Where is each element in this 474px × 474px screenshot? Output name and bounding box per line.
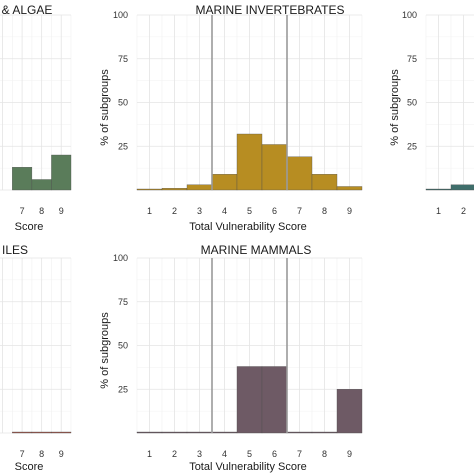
x-tick-label: 7 (20, 206, 25, 216)
x-tick-label: 9 (59, 449, 64, 459)
y-tick-label: 75 (118, 54, 128, 64)
bar (186, 184, 213, 191)
y-tick-label: 25 (118, 141, 128, 151)
y-tick-label: 50 (407, 98, 417, 108)
x-tick-label: 4 (222, 206, 227, 216)
x-tick-label: 5 (247, 449, 252, 459)
bar (450, 184, 474, 191)
bar (261, 366, 288, 434)
x-tick-label: 4 (222, 449, 227, 459)
bar (336, 389, 363, 434)
bar (286, 156, 313, 191)
bar (311, 174, 338, 191)
bar (31, 179, 52, 191)
panel-title: ILES (2, 243, 28, 257)
panel-title: MARINE MAMMALS (201, 243, 312, 257)
bar (186, 431, 213, 434)
x-axis-title: Score (15, 221, 44, 233)
bar (12, 167, 33, 191)
y-tick-label: 100 (113, 10, 128, 20)
bar (51, 431, 72, 434)
x-tick-label: 8 (322, 206, 327, 216)
x-axis-title: Total Vulnerability Score (189, 221, 307, 233)
y-axis-title: % of subgroups (389, 69, 401, 146)
x-tick-label: 3 (197, 449, 202, 459)
panel-3: 25 50 75 100 1 2 % of subgroups (389, 10, 474, 216)
panel-title: MARINE INVERTEBRATES (196, 3, 345, 17)
x-tick-label: 7 (20, 449, 25, 459)
x-tick-label: 2 (172, 206, 177, 216)
x-tick-label: 3 (197, 206, 202, 216)
panel-title: & ALGAE (2, 3, 53, 17)
bar (161, 188, 188, 191)
x-tick-label: 2 (172, 449, 177, 459)
x-tick-label: 1 (147, 206, 152, 216)
x-tick-label: 6 (272, 206, 277, 216)
bar (286, 431, 313, 434)
bar (12, 431, 33, 434)
x-tick-label: 8 (39, 449, 44, 459)
x-tick-label: 7 (297, 449, 302, 459)
x-tick-label: 9 (347, 449, 352, 459)
x-tick-label: 2 (461, 206, 466, 216)
x-tick-label: 1 (436, 206, 441, 216)
panel-2: 25 50 75 100 1 2 3 4 5 6 7 8 9 MARINE INVERTEBRATES To… (99, 3, 363, 233)
y-tick-label: 100 (113, 253, 128, 263)
bar (261, 144, 288, 191)
bar (236, 366, 263, 434)
x-axis-title: Total Vulnerability Score (189, 461, 307, 473)
bar (211, 174, 238, 191)
y-tick-label: 25 (118, 384, 128, 394)
y-tick-label: 50 (118, 341, 128, 351)
y-tick-label: 75 (407, 54, 417, 64)
bar (136, 431, 163, 434)
x-tick-label: 8 (39, 206, 44, 216)
y-axis-title: % of subgroups (99, 69, 111, 146)
y-tick-label: 25 (407, 141, 417, 151)
x-tick-label: 9 (59, 206, 64, 216)
x-tick-label: 6 (272, 449, 277, 459)
x-tick-label: 8 (322, 449, 327, 459)
y-axis-title: % of subgroups (99, 312, 111, 389)
x-tick-label: 7 (297, 206, 302, 216)
y-tick-label: 100 (402, 10, 417, 20)
bar (51, 154, 72, 191)
bar (311, 431, 338, 434)
panel-4: 7 8 9 ILES Score (0, 243, 72, 473)
bar (336, 186, 363, 191)
bar (161, 431, 188, 434)
panel-1: 7 8 9 & ALGAE Score (0, 3, 72, 233)
y-tick-label: 50 (118, 98, 128, 108)
panel-5: 25 50 75 100 1 2 3 4 5 6 7 8 9 MARINE MAMMALS Total Vu… (99, 243, 363, 473)
bar (31, 431, 52, 434)
x-tick-label: 9 (347, 206, 352, 216)
x-axis-title: Score (15, 461, 44, 473)
bar (211, 431, 238, 434)
x-tick-label: 1 (147, 449, 152, 459)
bar (136, 188, 163, 191)
x-tick-label: 5 (247, 206, 252, 216)
bar (425, 188, 452, 191)
bar (236, 133, 263, 191)
y-tick-label: 75 (118, 297, 128, 307)
